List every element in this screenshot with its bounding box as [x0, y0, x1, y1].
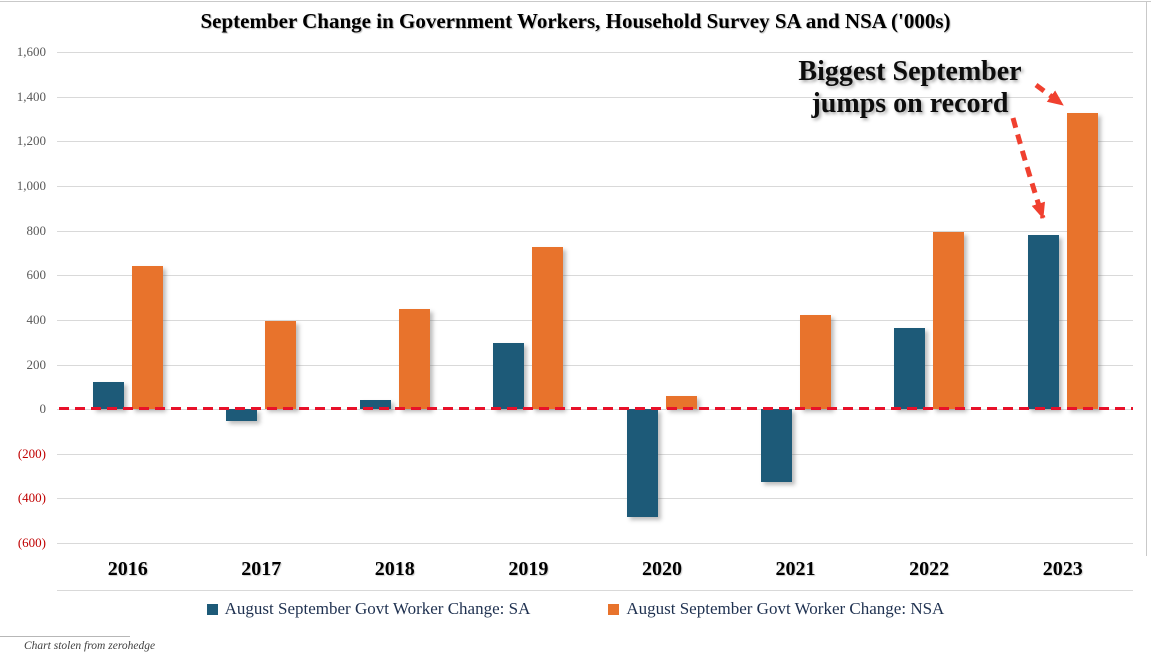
y-axis-tick-label: 400	[26, 311, 47, 327]
y-axis-tick-label: 600	[26, 267, 47, 283]
bar-nsa-2022	[933, 231, 965, 410]
bar-nsa-2021	[799, 315, 831, 410]
zero-baseline-dashed	[59, 407, 1133, 410]
bar-sa-2021	[760, 409, 792, 482]
x-axis-label-2019: 2019	[508, 558, 549, 580]
gridline-1000	[57, 185, 1133, 187]
bar-nsa-2019	[532, 247, 564, 410]
x-axis-label-2018: 2018	[374, 558, 415, 580]
y-axis-tick-label: (400)	[17, 490, 46, 506]
x-axis-line	[57, 590, 1133, 591]
y-axis-tick-label: 200	[26, 356, 47, 372]
gridline-200	[57, 364, 1133, 366]
y-axis-tick-label: 800	[26, 222, 47, 238]
bar-nsa-2018	[398, 308, 430, 410]
y-axis-tick-label: 0	[39, 401, 47, 417]
gridline-600	[57, 275, 1133, 277]
x-axis-label-2021: 2021	[775, 558, 816, 580]
legend-label-nsa: August September Govt Worker Change: NSA	[626, 599, 945, 618]
x-axis-label-2022: 2022	[909, 558, 950, 580]
x-axis-label-2023: 2023	[1042, 558, 1083, 580]
bar-sa-2020	[627, 409, 658, 518]
annotation-line-1: Biggest September	[798, 56, 1022, 87]
plot-right-border	[1146, 2, 1147, 556]
gridline-1200	[57, 141, 1133, 143]
bar-sa-2022	[894, 327, 926, 410]
bar-nsa-2016	[131, 266, 163, 410]
y-axis-tick-label: (600)	[17, 535, 46, 550]
legend-item-sa: August September Govt Worker Change: SA	[206, 599, 531, 619]
bar-sa-2023	[1027, 235, 1059, 410]
y-axis-tick-label: 1,000	[16, 177, 46, 193]
gridline--600	[57, 543, 1133, 544]
bar-nsa-2023	[1066, 113, 1098, 410]
gridline--200	[57, 453, 1133, 455]
bar-sa-2017	[226, 409, 258, 422]
chart-title: September Change in Government Workers, …	[200, 9, 951, 33]
bar-nsa-2017	[265, 320, 297, 410]
x-axis-label-2016: 2016	[107, 558, 148, 580]
footer-separator-line	[0, 636, 130, 637]
credit-text: Chart stolen from zerohedge	[24, 640, 156, 652]
gridline--400	[57, 498, 1133, 500]
legend-swatch-nsa	[608, 603, 620, 615]
gridline-1600	[57, 52, 1133, 53]
gridline-1400	[57, 96, 1133, 98]
annotation-line-2: jumps on record	[811, 87, 1009, 119]
chart-top-border	[0, 1, 1151, 2]
x-axis-label-2017: 2017	[241, 558, 282, 580]
legend-label-sa: August September Govt Worker Change: SA	[224, 599, 531, 618]
bar-sa-2018	[359, 400, 391, 410]
x-axis-label-2020: 2020	[642, 558, 682, 580]
y-axis-tick-label: 1,400	[16, 88, 46, 104]
gridline-800	[57, 230, 1133, 232]
annotation-text: Biggest September jumps on record	[755, 56, 1065, 120]
gridline-400	[57, 319, 1133, 321]
legend: August September Govt Worker Change: SA …	[0, 599, 1151, 619]
arrow-to-sa-bar	[1010, 117, 1046, 219]
bar-sa-2019	[493, 343, 525, 410]
y-axis-tick-label: 1,600	[16, 44, 46, 59]
y-axis-tick-label: (200)	[17, 445, 46, 461]
bar-sa-2016	[92, 382, 124, 410]
legend-item-nsa: August September Govt Worker Change: NSA	[608, 599, 944, 619]
y-axis-tick-label: 1,200	[16, 133, 46, 149]
legend-swatch-sa	[206, 603, 218, 615]
bar-nsa-2020	[666, 395, 697, 410]
